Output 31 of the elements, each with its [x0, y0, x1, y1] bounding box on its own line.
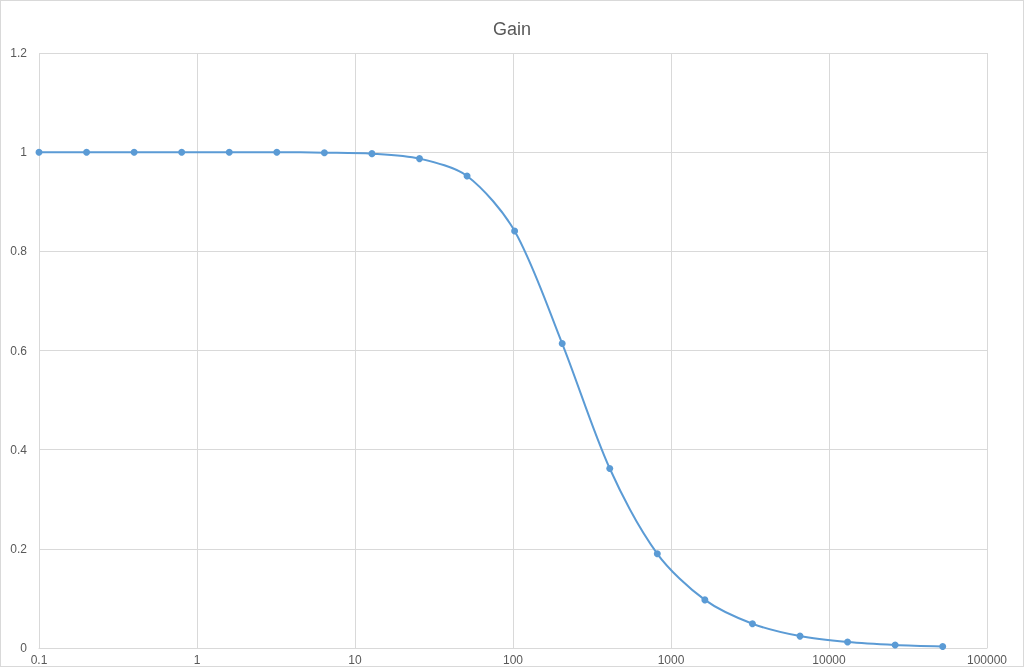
point [416, 155, 423, 163]
y-tick-label: 1 [20, 145, 28, 160]
point [844, 638, 852, 646]
y-tick-label: 0 [20, 641, 28, 655]
point [320, 149, 328, 157]
x-tick-label: 1000 [657, 653, 685, 667]
y-tick-label: 0.2 [10, 541, 28, 556]
x-tick-label: 10 [348, 653, 362, 667]
point [83, 148, 91, 156]
x-tick-label: 1 [193, 653, 201, 667]
point [511, 227, 519, 235]
y-tick-label: 0.4 [10, 442, 28, 457]
y-tick-label: 0.6 [10, 343, 28, 358]
y-tick-label: 0.8 [10, 244, 28, 259]
point [939, 643, 947, 651]
point [130, 148, 138, 156]
point [178, 148, 186, 156]
point [225, 148, 233, 156]
x-tick-label: 0.1 [30, 653, 48, 667]
point [606, 465, 614, 473]
x-tick-label: 100000 [966, 653, 1008, 667]
point [368, 150, 376, 158]
point [748, 620, 756, 628]
x-tick-label: 100 [502, 653, 524, 667]
point [558, 340, 566, 348]
x-tick-label: 10000 [812, 653, 847, 667]
chart-title: Gain [492, 19, 532, 39]
y-tick-label: 1.2 [10, 46, 28, 60]
point [701, 596, 709, 604]
point [653, 550, 661, 558]
point [273, 148, 281, 156]
